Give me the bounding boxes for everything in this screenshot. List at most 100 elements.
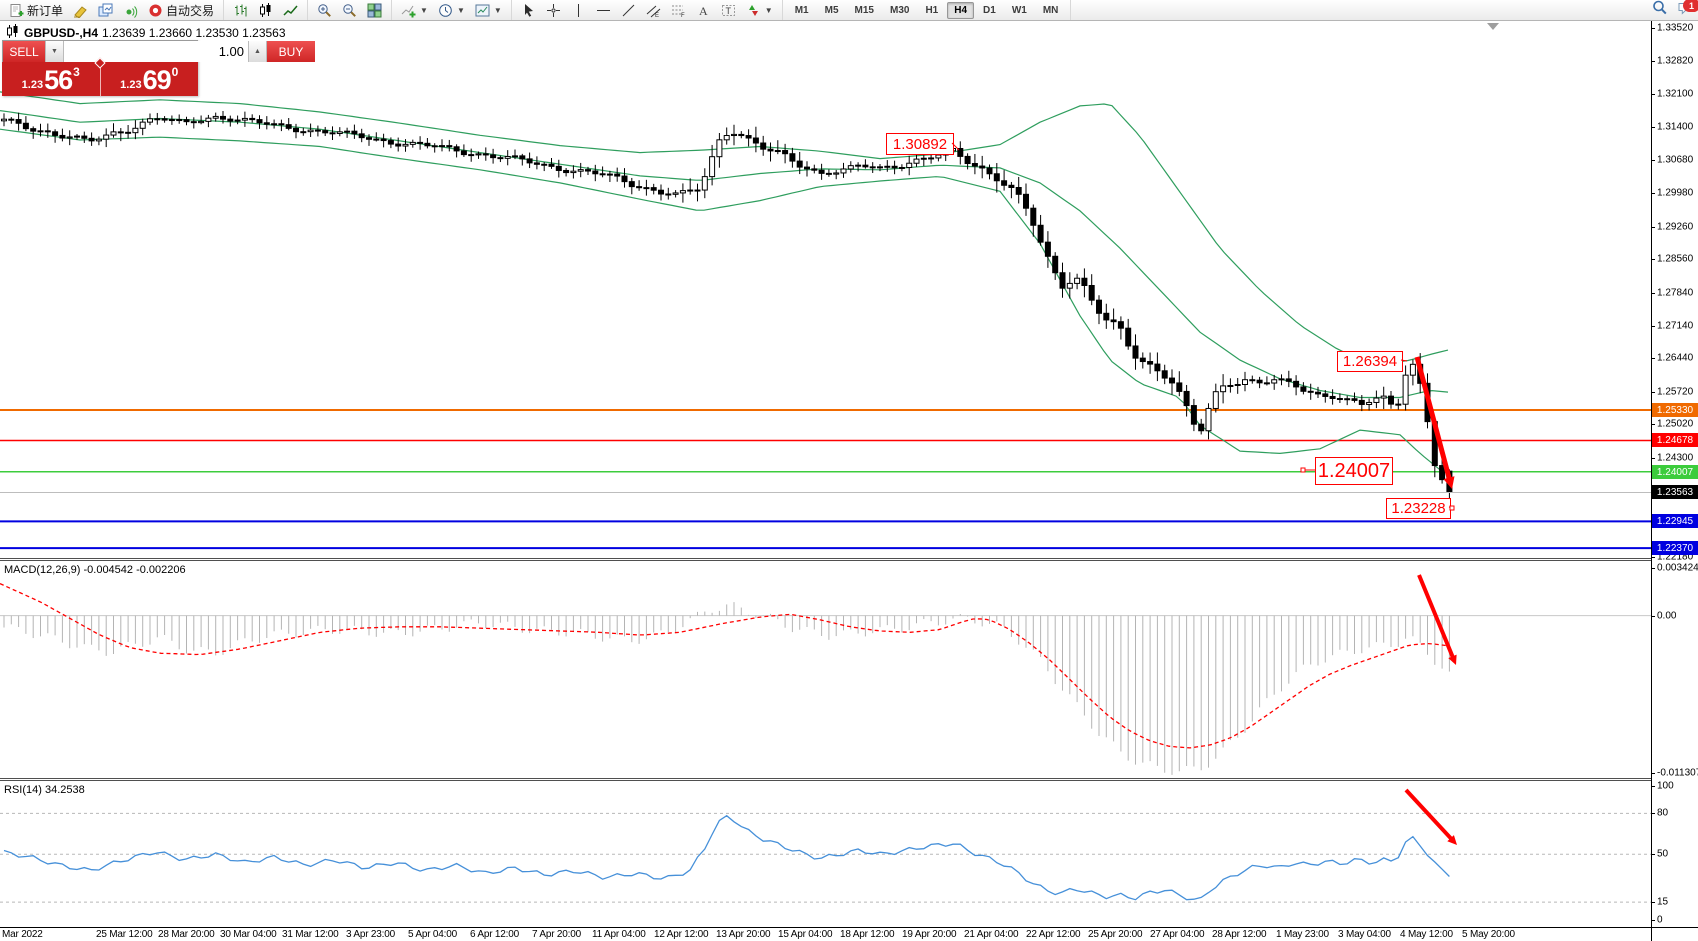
timeframe-w1-button[interactable]: W1 [1011, 4, 1027, 16]
axis-tickmark [1651, 259, 1655, 260]
bar-chart-button[interactable] [229, 1, 252, 20]
signals-button[interactable] [119, 1, 142, 20]
time-axis-label: Mar 2022 [2, 929, 43, 940]
axis-tick-label: 1.27140 [1657, 320, 1694, 332]
crosshair-button[interactable] [542, 1, 565, 20]
charts-cascade-button[interactable] [94, 1, 117, 20]
one-click-trade-panel: SELL ▼ ▲ BUY 1.23 56 3 1.23 69 0 [2, 40, 315, 96]
axis-tick-label: -0.011307 [1657, 767, 1698, 779]
time-axis-label: 5 Apr 04:00 [408, 929, 457, 940]
axis-tickmark [1651, 326, 1655, 327]
profile-button[interactable] [69, 1, 92, 20]
periods-icon [438, 3, 453, 18]
axis-tick-label: 80 [1657, 807, 1669, 819]
svg-text:T: T [725, 6, 731, 16]
price-marker-label: 1.22370 [1652, 541, 1698, 555]
time-axis-border [0, 927, 1698, 928]
macd-chart-canvas[interactable] [0, 562, 1651, 778]
sell-button[interactable]: SELL [3, 41, 45, 62]
horizontal-line-button[interactable] [592, 1, 615, 20]
time-axis-label: 27 Apr 04:00 [1150, 929, 1205, 940]
autotrading-icon [148, 3, 163, 18]
axis-tick-label: 1.26440 [1657, 352, 1694, 364]
cursor-button[interactable] [517, 1, 540, 20]
sell-price[interactable]: 1.23 56 3 [2, 62, 101, 96]
axis-tickmark [1651, 424, 1655, 425]
volume-decrease-button[interactable]: ▼ [45, 41, 64, 62]
time-axis-label: 22 Apr 12:00 [1026, 929, 1081, 940]
timeframe-m30-button[interactable]: M30 [889, 4, 910, 16]
arrows-button[interactable]: ▼ [742, 1, 777, 20]
trendline-button[interactable] [617, 1, 640, 20]
timeframe-m15-button[interactable]: M15 [854, 4, 874, 16]
svg-text:E: E [655, 13, 659, 18]
text-button[interactable]: A [692, 1, 715, 20]
volume-increase-button[interactable]: ▲ [248, 41, 267, 62]
axis-tick-label: 100 [1657, 780, 1674, 792]
profile-icon [73, 3, 88, 18]
new-order-icon [9, 3, 24, 18]
toolbar-group-timeframes: M1 M5 M15 M30 H1 H4 D1 W1 MN [783, 0, 1072, 20]
sell-price-big: 56 [44, 65, 73, 95]
timeframe-m1-button[interactable]: M1 [794, 4, 809, 16]
fibonacci-icon: F [671, 3, 686, 18]
indicators-button[interactable]: ▼ [397, 1, 432, 20]
time-axis-label: 6 Apr 12:00 [470, 929, 519, 940]
timeframe-m5-button[interactable]: M5 [824, 4, 839, 16]
timeframe-mn-button[interactable]: MN [1042, 4, 1059, 16]
vertical-line-button[interactable] [567, 1, 590, 20]
channel-button[interactable]: E [642, 1, 665, 20]
price-annotation-label: 1.24007 [1315, 457, 1393, 485]
pane-splitter[interactable] [0, 780, 1651, 781]
rsi-chart-canvas[interactable] [0, 782, 1651, 927]
price-annotation-label: 1.23228 [1386, 498, 1451, 519]
price-chart-canvas[interactable] [0, 21, 1651, 558]
buy-button[interactable]: BUY [267, 41, 315, 62]
tile-windows-button[interactable] [363, 1, 386, 20]
label-button[interactable]: T [717, 1, 740, 20]
line-chart-button[interactable] [279, 1, 302, 20]
axis-tick-label: 1.22180 [1657, 551, 1694, 563]
pane-splitter[interactable] [0, 560, 1651, 561]
timeframe-d1-button[interactable]: D1 [983, 4, 996, 16]
pane-splitter[interactable] [0, 778, 1651, 779]
search-button[interactable] [1652, 0, 1667, 20]
search-icon [1652, 0, 1667, 19]
price-marker-label: 1.25330 [1652, 403, 1698, 417]
buy-price[interactable]: 1.23 69 0 [101, 62, 199, 96]
autotrading-button[interactable]: 自动交易 [144, 0, 218, 21]
axis-tickmark [1651, 358, 1655, 359]
sell-price-small: 1.23 [21, 79, 44, 91]
pane-splitter[interactable] [0, 558, 1651, 559]
axis-tick-label: 1.29980 [1657, 187, 1694, 199]
tile-windows-icon [367, 3, 382, 18]
chart-title: GBPUSD-,H4 1.23639 1.23660 1.23530 1.235… [5, 24, 286, 42]
time-axis-label: 1 May 23:00 [1276, 929, 1329, 940]
periods-button[interactable]: ▼ [434, 1, 469, 20]
axis-tickmark [1651, 773, 1655, 774]
volume-input[interactable] [64, 41, 248, 62]
zoom-in-button[interactable] [313, 1, 336, 20]
templates-button[interactable]: ▼ [471, 1, 506, 20]
candlestick-chart-button[interactable] [254, 1, 277, 20]
svg-text:F: F [681, 13, 685, 18]
toolbar-group-trade: 新订单 自动交易 [0, 0, 225, 21]
notifications-button[interactable]: 1 [1677, 0, 1698, 20]
fibonacci-button[interactable]: F [667, 1, 690, 20]
axis-tickmark [1651, 193, 1655, 194]
new-order-button[interactable]: 新订单 [5, 0, 67, 21]
toolbar-group-insert: ▼ ▼ ▼ [392, 0, 512, 20]
buy-price-sup: 0 [171, 65, 179, 79]
zoom-out-button[interactable] [338, 1, 361, 20]
chevron-down-icon: ▼ [456, 5, 465, 15]
time-axis-label: 13 Apr 20:00 [716, 929, 771, 940]
axis-tickmark [1651, 94, 1655, 95]
chevron-down-icon: ▼ [764, 5, 773, 15]
axis-tick-label: 1.25020 [1657, 418, 1694, 430]
buy-price-small: 1.23 [120, 79, 142, 91]
timeframe-h4-button[interactable]: H4 [947, 1, 975, 19]
timeframe-h1-button[interactable]: H1 [925, 4, 939, 16]
axis-tick-label: 1.32820 [1657, 55, 1694, 67]
chart-ohlc-values: 1.23639 1.23660 1.23530 1.23563 [102, 26, 286, 40]
